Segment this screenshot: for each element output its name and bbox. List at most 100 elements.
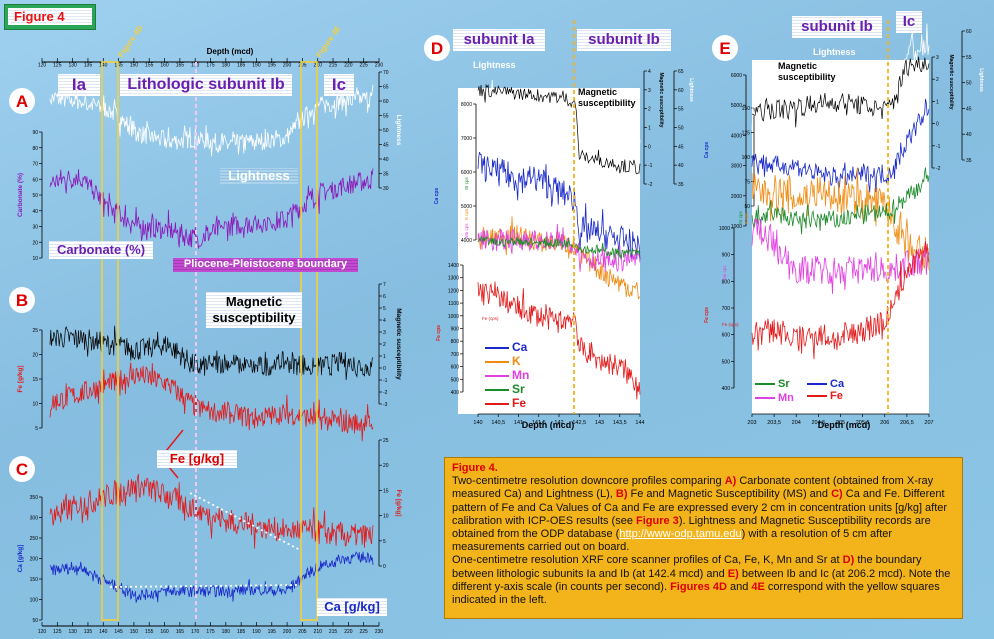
panel-e-fe-axis-tick-label: 900 xyxy=(722,253,731,259)
bottom-depth-tick-label: 150 xyxy=(130,629,139,635)
top-depth-tick-label: 140 xyxy=(99,63,108,69)
panel-c-ca-axis-tick-label: 150 xyxy=(30,577,39,583)
bottom-depth-tick-label: 195 xyxy=(268,629,277,635)
panel-c-fe-axis-tick-label: 0 xyxy=(383,564,386,570)
panel-d-l-axis-tick-label: 55 xyxy=(678,107,684,113)
series-ca-c xyxy=(49,551,374,603)
panel-e-l-axis-tick-label: 35 xyxy=(966,158,972,164)
panel-e-svg: E 203 203,5 204 204,5 205 205,5 206 206,5 207600… xyxy=(704,20,984,430)
top-depth-tick-label: 160 xyxy=(160,63,169,69)
figure-4e-box xyxy=(300,61,318,621)
panel-d-fe-cps: Fe (cps) xyxy=(482,316,499,321)
panel-e-ca-title: Ca cps xyxy=(704,142,710,159)
carbonate-label-a: Carbonate (%) xyxy=(49,241,153,259)
panel-a-carbonate-axis-tick-label: 70 xyxy=(32,162,38,168)
series-lightness-a xyxy=(49,84,374,157)
panel-c-fe-axis-tick-label: 10 xyxy=(383,514,389,520)
panel-c-fe-axis-tick-label: 25 xyxy=(383,438,389,444)
panel-d-ms-axis-tick-label: 2 xyxy=(648,107,651,113)
panel-b-fe-axis-tick-label: 5 xyxy=(35,426,38,432)
panel-e-x-tick-label: 203,5 xyxy=(767,420,781,426)
caption-link-figure-4e[interactable]: 4E xyxy=(751,580,765,593)
panel-d-lightness-label: Lightness xyxy=(473,60,516,70)
figure-caption: Figure 4. Two-centimetre resolution down… xyxy=(444,457,963,619)
panel-a-lightness-axis-tick-label: 50 xyxy=(383,128,389,134)
panel-e-ms-axis-tick-label: -1 xyxy=(936,144,941,150)
panel-b-ms-axis-tick-label: 0 xyxy=(383,366,386,372)
panel-b-ms-axis-tick-label: 5 xyxy=(383,306,386,312)
bottom-depth-tick-label: 180 xyxy=(222,629,231,635)
panel-e-ms-left-axis-tick-label: 150 xyxy=(742,106,751,112)
caption-link-figure-3[interactable]: Figure 3 xyxy=(636,514,679,527)
panel-d-fe-axis-tick-label: 700 xyxy=(451,352,460,358)
panel-d-xlabel: Depth (mcd) xyxy=(522,420,575,430)
panel-d-x-tick-label: 143,5 xyxy=(613,420,627,426)
panel-d-x-tick-label: 140,5 xyxy=(491,420,505,426)
panel-c-ca-axis-tick-label: 300 xyxy=(30,516,39,522)
figure-4e-box-label: Figure 4E xyxy=(314,24,343,60)
panel-a-carbonate-axis-title: Carbonate (%) xyxy=(17,173,24,217)
panel-e-subunit-ic: Ic xyxy=(896,11,922,33)
panel-c-ca-axis-tick-label: 350 xyxy=(30,495,39,501)
panel-a-lightness-axis-tick-label: 70 xyxy=(383,70,389,76)
panel-a-lightness-axis-tick-label: 45 xyxy=(383,143,389,149)
figure-4d-box xyxy=(101,61,119,621)
ca-label-c: Ca [g/kg] xyxy=(317,598,387,616)
bottom-depth-axis: 120 125 130 135 140 145 150 155 160 165 170 175 180 1… xyxy=(38,622,383,635)
panel-d-l-axis-tick-label: 35 xyxy=(678,182,684,188)
panel-a-lightness-axis-tick-label: 55 xyxy=(383,114,389,120)
panel-a-carbonate-axis-tick-label: 90 xyxy=(32,130,38,136)
panel-c-ca-axis-tick-label: 50 xyxy=(32,618,38,624)
bottom-depth-tick-label: 200 xyxy=(283,629,292,635)
panel-e-legend-ca: Ca xyxy=(807,378,844,390)
top-depth-tick-label: 175 xyxy=(206,63,215,69)
panel-d-x-tick-label: 141 xyxy=(514,420,523,426)
panel-d-fe-title: Fe cps xyxy=(436,325,442,341)
panel-d-ms-label: Magnetic susceptibility xyxy=(578,87,636,108)
panel-d-ms-axis-tick-label: 0 xyxy=(648,144,651,150)
panel-a-lightness-axis-tick-label: 30 xyxy=(383,186,389,192)
series-ms-e xyxy=(751,56,930,128)
subunit-ib-label: Lithologic subunit Ib xyxy=(120,74,292,96)
panel-d-fe-axis-tick-label: 1100 xyxy=(448,301,459,307)
panel-e-k-cps: K cps xyxy=(744,212,749,224)
panel-e-ms-left-axis-tick-label: 50 xyxy=(744,204,750,210)
panel-e-ms-left-axis-tick-label: 125 xyxy=(742,131,751,137)
series-sr-e xyxy=(751,167,930,235)
panel-e-ms-left-axis-tick-label: 75 xyxy=(744,180,750,186)
panel-d-l-axis-tick-label: 60 xyxy=(678,88,684,94)
panel-e-ms-axis-tick-label: 3 xyxy=(936,55,939,61)
bottom-depth-tick-label: 210 xyxy=(314,629,323,635)
bottom-depth-tick-label: 120 xyxy=(38,629,47,635)
panel-d-mn-cps: Mn cps xyxy=(464,223,469,238)
panel-e-x-tick-label: 205,5 xyxy=(856,420,870,426)
boundary-label: Pliocene-Pleistocene boundary xyxy=(173,258,358,272)
fe-label-c: Fe [g/kg] xyxy=(157,450,237,468)
panel-a-carbonate-axis-tick-label: 50 xyxy=(32,193,38,199)
bottom-depth-tick-label: 165 xyxy=(176,629,185,635)
caption-link-odp[interactable]: http://www-odp.tamu.edu xyxy=(619,528,742,541)
bottom-depth-tick-label: 160 xyxy=(160,629,169,635)
series-fe-b xyxy=(49,362,374,442)
panel-d-subunit-ia: subunit Ia xyxy=(453,29,545,51)
panel-d-legend: Ca K Mn Sr Fe xyxy=(485,340,540,420)
panel-b-fe-axis-tick-label: 20 xyxy=(32,353,38,359)
panel-e-l-axis-tick-label: 40 xyxy=(966,132,972,138)
bottom-depth-tick-label: 205 xyxy=(298,629,307,635)
panel-c-fe-axis-tick-label: 20 xyxy=(383,463,389,469)
left-chart-svg: A B C Depth (mcd) 120 125 130 135 140 145 150 1… xyxy=(9,24,402,635)
panel-e-legend: Sr Ca Mn Fe xyxy=(755,376,865,406)
caption-link-figure-4d[interactable]: Figures 4D xyxy=(670,580,727,593)
top-depth-tick-label: 200 xyxy=(283,63,292,69)
panel-e-l-title: Lightness xyxy=(978,68,984,92)
panel-a-carbonate-axis-tick-label: 20 xyxy=(32,240,38,246)
figure-label: Figure 4 xyxy=(8,8,92,25)
panel-c-fe-axis-title: Fe [g/kg] xyxy=(395,489,402,516)
panel-e-ca-axis-tick-label: 1000 xyxy=(731,224,742,230)
panel-b-ms-axis-tick-label: 1 xyxy=(383,354,386,360)
panel-a-lightness-axis-tick-label: 35 xyxy=(383,172,389,178)
top-depth-tick-label: 155 xyxy=(145,63,154,69)
panel-d-fe-axis-tick-label: 900 xyxy=(451,327,460,333)
panel-c-fe-axis-tick-label: 15 xyxy=(383,488,389,494)
